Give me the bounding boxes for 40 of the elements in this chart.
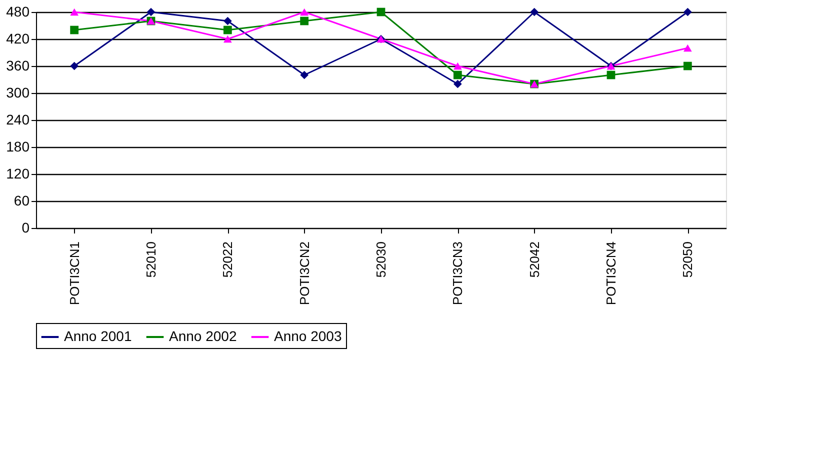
- point: [453, 62, 462, 70]
- point: [146, 8, 156, 16]
- x-tick-label: POTI3CN3: [450, 242, 466, 306]
- x-tick-label: 52050: [680, 242, 696, 278]
- x-tick-label: POTI3CN4: [604, 242, 618, 306]
- point: [300, 16, 309, 26]
- point: [683, 44, 692, 52]
- point: [300, 70, 309, 80]
- x-tick-label: 52010: [144, 242, 158, 278]
- point: [530, 8, 539, 16]
- y-tick-label: 0: [22, 220, 30, 236]
- x-tick-label: 52030: [374, 242, 388, 278]
- point: [223, 16, 232, 26]
- y-tick-label: 60: [14, 192, 30, 208]
- point: [223, 26, 232, 34]
- y-tick-label: 480: [6, 4, 30, 20]
- point: [453, 80, 462, 88]
- y-tick-label: 180: [6, 138, 30, 154]
- point: [683, 62, 692, 70]
- point: [70, 26, 79, 34]
- x-tick-label: POTI3CN1: [66, 242, 82, 306]
- legend-label: Anno 2002: [169, 328, 237, 344]
- y-tick-label: 300: [6, 84, 30, 100]
- x-tick-label: 52022: [220, 242, 236, 278]
- x-tick-label: POTI3CN2: [296, 242, 312, 306]
- legend-label: Anno 2003: [274, 328, 342, 344]
- point: [300, 8, 309, 16]
- point: [376, 8, 386, 16]
- x-tick-label: 52042: [526, 242, 542, 278]
- y-tick-label: 120: [6, 166, 30, 182]
- y-tick-label: 240: [6, 112, 30, 128]
- point: [606, 70, 616, 80]
- point: [70, 8, 79, 16]
- point: [70, 62, 79, 70]
- y-tick-label: 420: [6, 30, 30, 46]
- legend-label: Anno 2001: [64, 328, 132, 344]
- point: [223, 35, 232, 43]
- point: [683, 8, 692, 16]
- y-tick-label: 360: [6, 58, 30, 74]
- point: [453, 70, 462, 80]
